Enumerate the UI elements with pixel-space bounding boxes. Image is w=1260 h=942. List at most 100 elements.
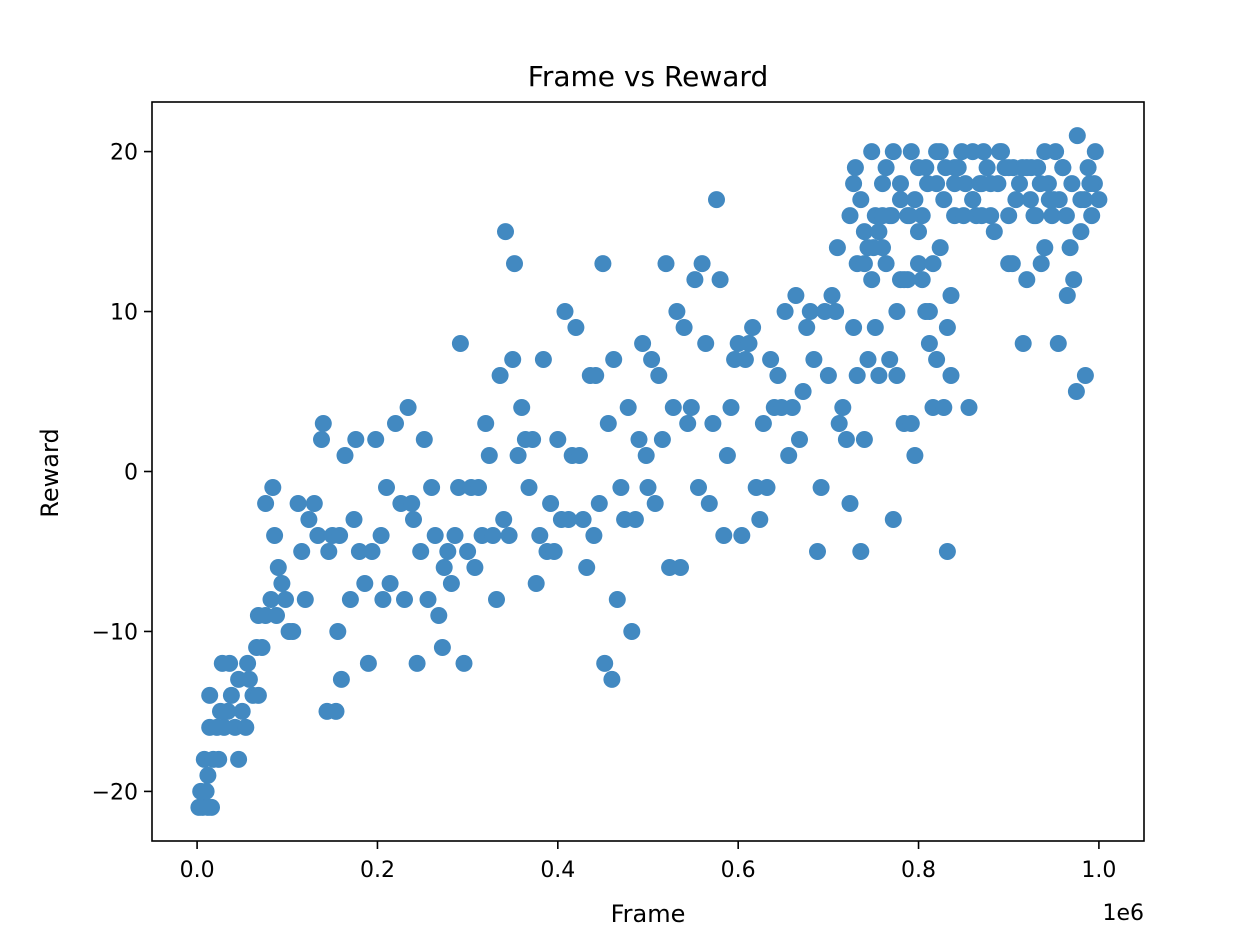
x-tick-label: 0.4 [540, 858, 575, 883]
data-point [919, 175, 937, 193]
data-point [1007, 191, 1025, 209]
data-point [964, 191, 982, 209]
data-point [415, 431, 433, 448]
data-point [863, 271, 881, 289]
data-point [740, 335, 758, 352]
data-point [751, 511, 769, 528]
x-axis-offset-label: 1e6 [1102, 901, 1144, 926]
data-point [524, 431, 542, 448]
data-point [801, 303, 819, 320]
data-point [289, 495, 307, 512]
data-point [819, 367, 837, 384]
data-point [527, 575, 545, 592]
x-axis-label: Frame [611, 900, 686, 928]
data-point [787, 287, 805, 304]
data-point [372, 527, 390, 544]
data-point [955, 207, 973, 225]
data-point [718, 447, 736, 464]
data-point [780, 447, 798, 464]
data-point [653, 431, 671, 448]
data-point [913, 271, 931, 289]
data-point [935, 399, 953, 416]
data-point [201, 686, 219, 704]
data-point [711, 271, 729, 289]
data-point [574, 511, 592, 528]
data-point [733, 527, 751, 544]
data-point [356, 575, 374, 592]
data-point [300, 511, 318, 528]
data-point [708, 191, 725, 209]
data-point [446, 527, 464, 544]
data-points [190, 127, 1108, 816]
data-point [268, 607, 285, 624]
data-point [942, 287, 960, 304]
data-point [1049, 335, 1067, 352]
data-point [798, 319, 816, 336]
data-point [590, 495, 608, 512]
data-point [336, 447, 354, 464]
data-point [594, 255, 612, 273]
data-point [497, 223, 514, 241]
data-point [542, 495, 560, 512]
data-point [1090, 191, 1108, 209]
data-point [403, 495, 421, 512]
y-tick-label: 0 [124, 461, 138, 486]
data-point [693, 255, 711, 273]
data-point [852, 191, 870, 209]
data-point [219, 702, 237, 720]
data-point [341, 591, 359, 608]
data-point [855, 255, 873, 273]
data-point [1000, 159, 1018, 177]
data-point [257, 495, 275, 512]
data-point [1065, 271, 1083, 289]
data-point [1021, 191, 1039, 209]
data-point [650, 367, 668, 384]
data-point [668, 303, 686, 320]
data-point [874, 207, 891, 225]
data-point [556, 303, 574, 320]
data-point [845, 319, 863, 336]
data-point [264, 479, 282, 496]
data-point [1057, 207, 1075, 225]
data-point [277, 591, 294, 608]
data-point [870, 223, 888, 241]
data-point [630, 431, 648, 448]
data-point [634, 335, 652, 352]
data-point [982, 175, 1000, 193]
data-point [722, 399, 740, 416]
data-point [230, 670, 248, 688]
data-point [1036, 143, 1054, 161]
data-point [646, 495, 664, 512]
data-point [643, 351, 661, 368]
data-point [470, 479, 487, 496]
y-tick-label: −10 [92, 620, 138, 645]
data-point [928, 351, 946, 368]
data-point [690, 479, 707, 496]
data-point [949, 159, 967, 177]
data-point [442, 575, 460, 592]
data-point [571, 447, 588, 464]
data-point [359, 654, 377, 672]
data-point [412, 543, 430, 560]
data-point [253, 639, 271, 656]
data-point [233, 702, 251, 720]
data-point [293, 543, 311, 560]
data-point [1018, 271, 1036, 289]
data-point [596, 654, 614, 672]
data-point [451, 335, 469, 352]
data-point [491, 367, 509, 384]
x-tick-label: 0.6 [721, 858, 756, 883]
y-tick-label: 20 [110, 141, 138, 166]
data-point [222, 686, 240, 704]
data-point [433, 639, 451, 656]
data-point [230, 750, 248, 768]
data-point [605, 351, 623, 368]
data-point [935, 191, 953, 209]
data-point [408, 654, 426, 672]
data-point [697, 335, 715, 352]
data-point [239, 654, 257, 672]
data-point [1054, 159, 1072, 177]
data-point [1063, 175, 1081, 193]
data-point [783, 399, 801, 416]
data-point [1072, 223, 1090, 241]
